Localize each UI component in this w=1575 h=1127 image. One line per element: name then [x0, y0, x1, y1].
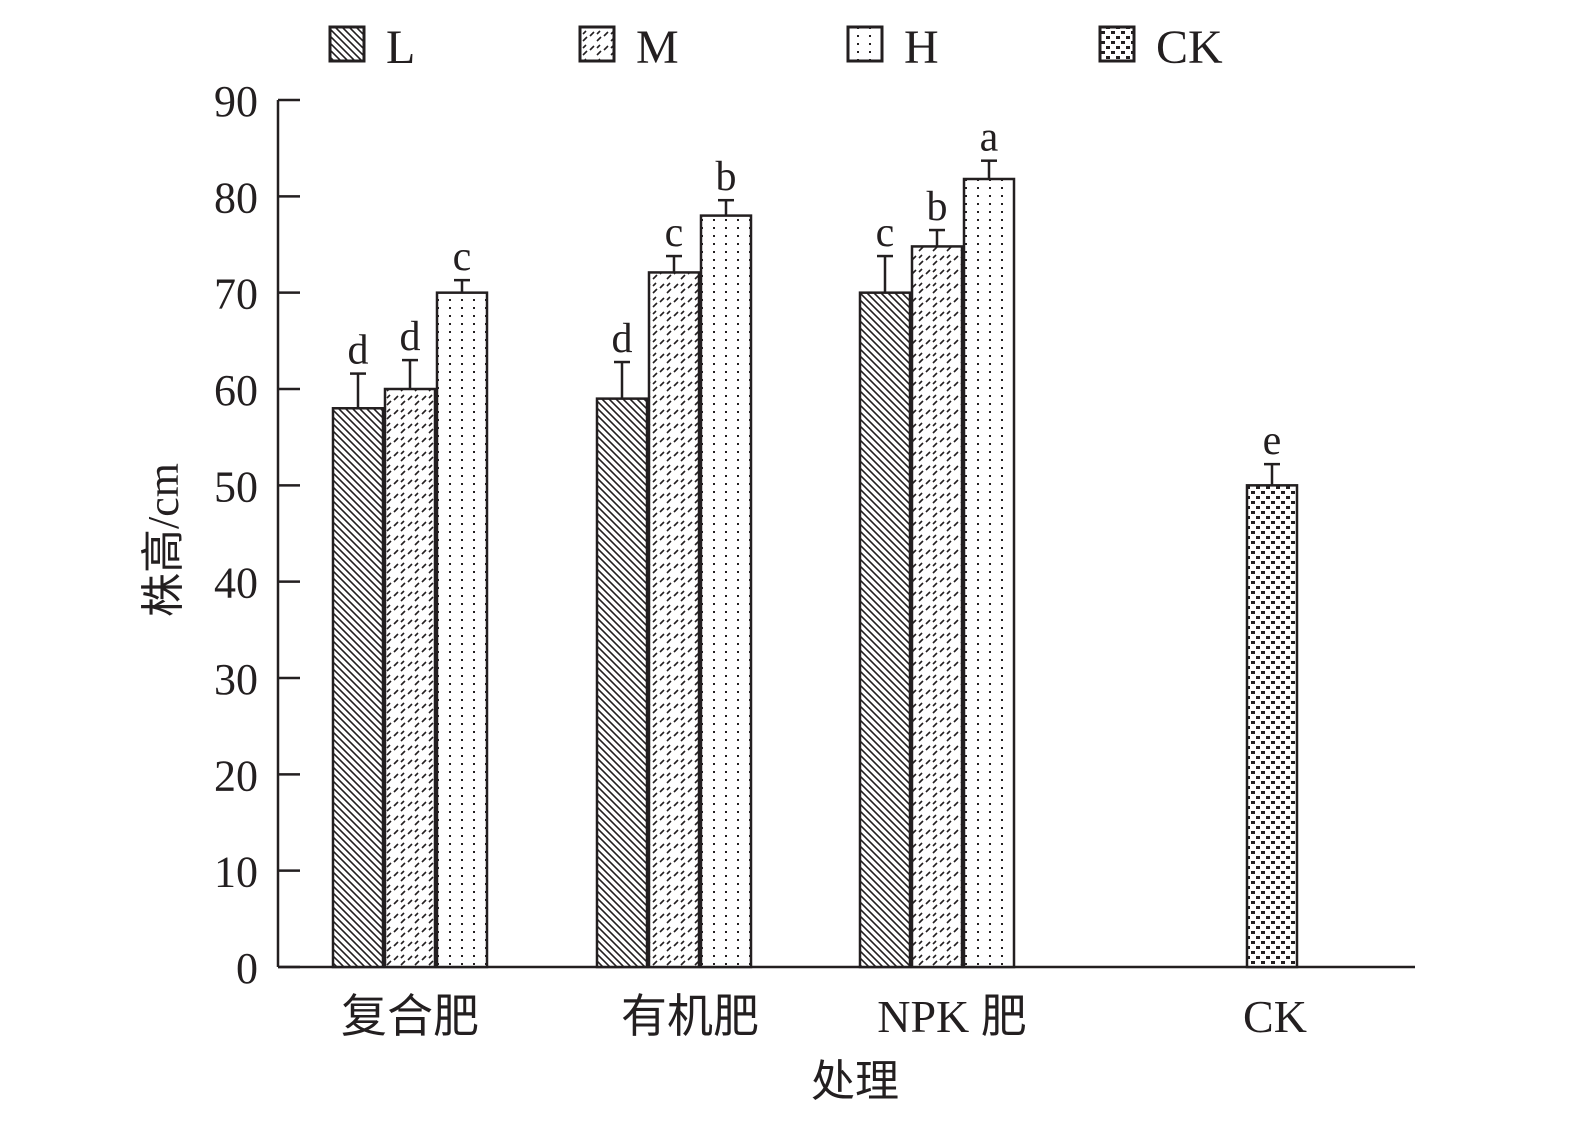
y-tick-label: 20 — [214, 751, 258, 800]
y-tick-label: 0 — [236, 944, 258, 993]
bar-L — [858, 291, 912, 969]
y-tick-label: 60 — [214, 366, 258, 415]
significance-letter: a — [980, 115, 999, 161]
legend-swatch-H — [846, 25, 884, 63]
bar-M — [910, 245, 964, 969]
legend-label: L — [386, 21, 415, 74]
legend-label: H — [904, 21, 939, 74]
bar-L — [595, 397, 649, 969]
y-tick-label: 50 — [214, 462, 258, 511]
significance-letter: c — [876, 210, 895, 256]
bar-CK — [1245, 484, 1299, 969]
significance-letter: d — [400, 314, 421, 360]
legend-label: CK — [1156, 21, 1223, 74]
x-tick-label: NPK 肥 — [877, 991, 1027, 1042]
y-tick-label: 30 — [214, 655, 258, 704]
x-tick-label: 复合肥 — [341, 991, 479, 1042]
significance-letter: e — [1263, 418, 1282, 464]
legend-swatch-L — [328, 25, 366, 63]
bar-H — [962, 177, 1016, 969]
legend-swatch-CK — [1098, 25, 1136, 63]
bar-H — [699, 214, 753, 969]
significance-letter: b — [716, 154, 737, 200]
x-tick-label: CK — [1243, 991, 1307, 1042]
y-tick-label: 40 — [214, 559, 258, 608]
bar-H — [435, 291, 489, 969]
significance-letter: b — [927, 184, 948, 230]
bar-M — [383, 387, 437, 969]
y-tick-label: 80 — [214, 173, 258, 222]
y-tick-label: 70 — [214, 270, 258, 319]
y-axis-label: 株高/cm — [139, 463, 188, 617]
significance-letter: c — [453, 234, 472, 280]
x-axis-label: 处理 — [811, 1057, 899, 1106]
bar-M — [647, 271, 701, 969]
legend-label: M — [636, 21, 679, 74]
y-tick-label: 10 — [214, 848, 258, 897]
significance-letter: d — [612, 316, 633, 362]
significance-letter: d — [348, 328, 369, 374]
legend-swatch-M — [578, 25, 616, 63]
x-tick-label: 有机肥 — [621, 991, 759, 1042]
y-tick-label: 90 — [214, 77, 258, 126]
significance-letter: c — [665, 210, 684, 256]
bar-L — [331, 407, 385, 969]
